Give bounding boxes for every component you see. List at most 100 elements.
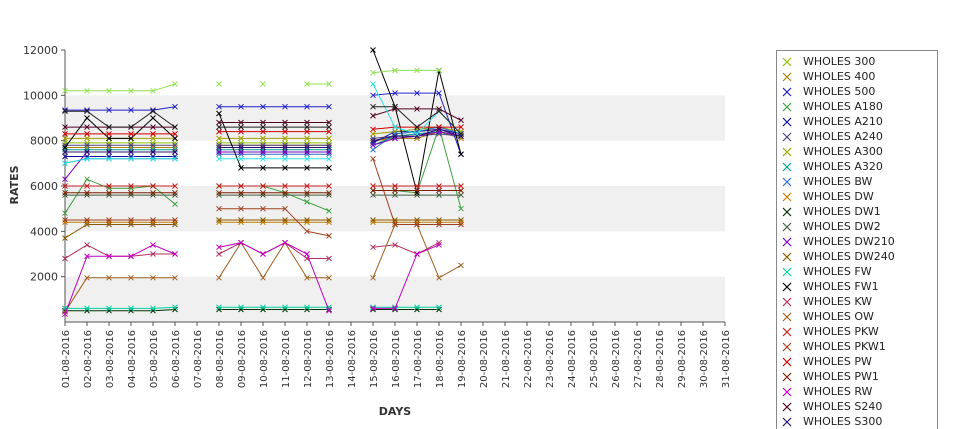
data-point (62, 108, 68, 115)
data-point (216, 119, 222, 126)
data-point (238, 140, 244, 146)
data-point (260, 306, 266, 313)
data-point (106, 131, 112, 137)
data-point (62, 219, 68, 226)
data-point (326, 192, 332, 198)
data-point (260, 217, 266, 223)
data-point (62, 235, 68, 241)
data-point (260, 144, 266, 151)
data-point (238, 189, 244, 196)
data-point (392, 187, 398, 194)
data-point (150, 124, 156, 130)
legend-x-marker-icon (782, 177, 792, 186)
x-tick-label: 03-08-2016 (105, 330, 116, 388)
series-28 (62, 103, 464, 137)
data-point (370, 187, 376, 194)
data-point (436, 306, 442, 313)
data-point (216, 149, 222, 155)
data-point (84, 115, 90, 121)
data-point (84, 176, 90, 183)
data-point (216, 144, 222, 151)
data-point (172, 189, 178, 196)
x-tick-label: 26-08-2016 (611, 330, 622, 388)
data-point (84, 274, 90, 281)
x-tick-label: 14-08-2016 (347, 330, 358, 388)
data-point (62, 311, 68, 317)
data-point (84, 144, 90, 151)
data-point (216, 306, 222, 313)
x-tick-label: 22-08-2016 (523, 330, 534, 388)
data-point (150, 108, 156, 115)
data-point (172, 304, 178, 311)
data-point (326, 128, 332, 135)
data-point (150, 87, 156, 94)
data-point (260, 274, 266, 281)
data-point (84, 155, 90, 162)
data-point (326, 140, 332, 146)
data-point (392, 305, 398, 312)
legend-label: WHOLES FW1 (803, 280, 879, 293)
data-point (128, 274, 134, 281)
data-point (238, 219, 244, 226)
data-point (282, 128, 288, 135)
legend-label: WHOLES A210 (803, 115, 883, 128)
data-point (370, 126, 376, 133)
legend-item: WHOLES S300 (781, 414, 882, 429)
data-point (282, 140, 288, 146)
data-point (128, 307, 134, 314)
x-tick-label: 13-08-2016 (325, 330, 336, 388)
data-point (370, 47, 376, 53)
legend-x-marker-icon (782, 222, 792, 231)
legend-label: WHOLES KW (803, 295, 873, 308)
legend-x-marker-icon (782, 57, 792, 66)
data-point (458, 124, 464, 130)
x-tick-label: 19-08-2016 (457, 330, 468, 388)
legend-label: WHOLES S240 (803, 400, 883, 413)
legend-item: WHOLES DW240 (781, 249, 895, 264)
data-point (458, 205, 464, 212)
data-point (172, 124, 178, 130)
data-point (128, 155, 134, 162)
data-point (414, 219, 420, 226)
data-point (84, 142, 90, 149)
data-point (392, 242, 398, 248)
data-point (392, 131, 398, 137)
data-point (260, 149, 266, 155)
data-point (172, 153, 178, 160)
data-point (326, 165, 332, 171)
data-point (106, 305, 112, 312)
data-point (238, 239, 244, 246)
series-24 (62, 106, 464, 130)
data-point (172, 131, 178, 137)
data-point (106, 107, 112, 113)
data-point (304, 155, 310, 162)
data-point (238, 155, 244, 162)
data-point (172, 274, 178, 281)
data-point (436, 219, 442, 226)
data-point (282, 165, 288, 171)
data-point (128, 142, 134, 149)
data-point (150, 146, 156, 153)
data-point (128, 135, 134, 142)
legend-item: WHOLES PW (781, 354, 872, 369)
data-point (260, 205, 266, 212)
data-point (128, 146, 134, 153)
data-point (128, 87, 134, 94)
data-point (304, 192, 310, 198)
grid-band (65, 276, 725, 322)
data-point (150, 142, 156, 149)
x-tick-label: 18-08-2016 (435, 330, 446, 388)
x-tick-label: 04-08-2016 (127, 330, 138, 388)
data-point (106, 146, 112, 153)
data-point (414, 306, 420, 313)
x-tick-label: 10-08-2016 (259, 330, 270, 388)
data-point (84, 140, 90, 146)
legend-item: WHOLES PKW1 (781, 339, 886, 354)
data-point (62, 153, 68, 160)
series-line (64, 242, 440, 315)
series-line (65, 69, 439, 92)
legend-label: WHOLES RW (803, 385, 873, 398)
data-point (282, 219, 288, 226)
data-point (216, 251, 222, 257)
